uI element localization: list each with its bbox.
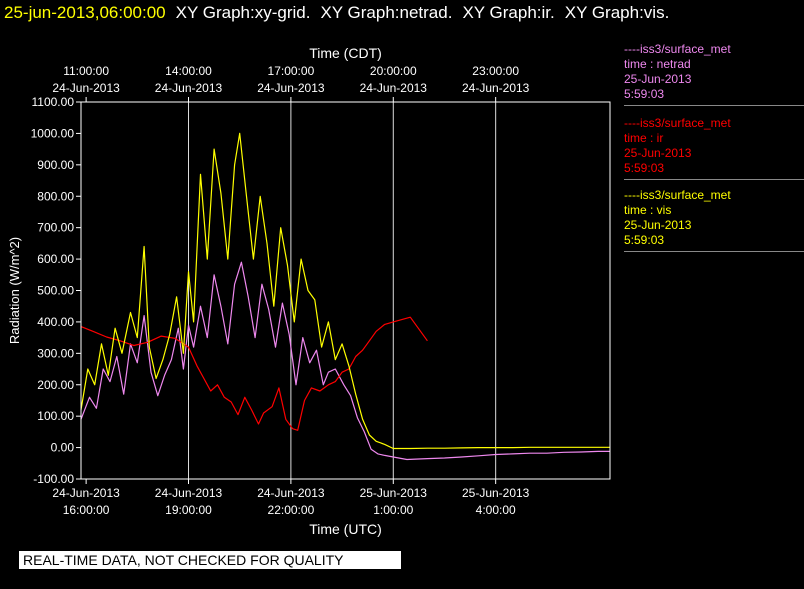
top-tick-date: 24-Jun-2013 xyxy=(462,81,530,95)
legend-variable: time : netrad xyxy=(624,57,691,71)
top-tick-date: 24-Jun-2013 xyxy=(155,81,223,95)
legend-station: ----iss3/surface_met xyxy=(624,188,731,202)
y-tick-label: 700.00 xyxy=(37,221,74,235)
legend-time: 5:59:03 xyxy=(624,233,665,247)
legend-time: 5:59:03 xyxy=(624,161,665,175)
grid-lines xyxy=(188,102,497,479)
y-tick-label: 300.00 xyxy=(37,346,74,360)
top-tick-time: 11:00:00 xyxy=(63,64,109,78)
legend-date: 25-Jun-2013 xyxy=(624,72,692,86)
header-graph-ir: XY Graph:ir. xyxy=(462,3,555,22)
header-graph-xy-grid: XY Graph:xy-grid. xyxy=(175,3,311,22)
y-tick-label: 1000.00 xyxy=(31,126,75,140)
legend-time: 5:59:03 xyxy=(624,87,665,101)
legend-station: ----iss3/surface_met xyxy=(624,116,731,130)
plot-frame xyxy=(80,101,611,480)
legend-date: 25-Jun-2013 xyxy=(624,218,692,232)
axes: -100.00 0.00 100.00 200.00 300.00 400.00 500.0… xyxy=(31,64,530,517)
y-tick-label: -100.00 xyxy=(33,472,74,486)
y-tick-label: 200.00 xyxy=(37,378,74,392)
y-tick-label: 500.00 xyxy=(37,284,74,298)
series-ir-line xyxy=(80,316,428,431)
x-axis-label: Time (UTC) xyxy=(309,521,382,537)
y-tick-label: 400.00 xyxy=(37,315,74,329)
x-tick-time: 1:00:00 xyxy=(373,503,413,517)
top-tick-date: 24-Jun-2013 xyxy=(360,81,428,95)
x-tick-date: 25-Jun-2013 xyxy=(360,486,428,500)
y-tick-label: 1100.00 xyxy=(32,95,75,109)
top-tick-time: 20:00:00 xyxy=(370,64,417,78)
top-tick-time: 17:00:00 xyxy=(268,64,315,78)
x-tick-date: 24-Jun-2013 xyxy=(52,486,120,500)
legend-entry-ir: ----iss3/surface_met time : ir 25-Jun-20… xyxy=(624,116,804,180)
y-tick-label: 900.00 xyxy=(37,158,74,172)
x-tick-date: 24-Jun-2013 xyxy=(155,486,223,500)
top-tick-time: 14:00:00 xyxy=(165,64,212,78)
legend-variable: time : ir xyxy=(624,131,664,145)
top-tick-time: 23:00:00 xyxy=(472,64,519,78)
x-tick-time: 16:00:00 xyxy=(63,503,110,517)
legend-station: ----iss3/surface_met xyxy=(624,42,731,56)
y-axis-label: Radiation (W/m^2) xyxy=(7,237,22,344)
x-tick-time: 22:00:00 xyxy=(268,503,315,517)
header-timestamp: 25-jun-2013,06:00:00 xyxy=(4,3,166,22)
quality-warning-banner: REAL-TIME DATA, NOT CHECKED FOR QUALITY xyxy=(19,551,401,569)
y-tick-label: 0.00 xyxy=(51,441,75,455)
header-graph-netrad: XY Graph:netrad. xyxy=(320,3,453,22)
series-lines xyxy=(80,132,610,461)
top-tick-date: 24-Jun-2013 xyxy=(257,81,325,95)
x-tick-time: 19:00:00 xyxy=(165,503,212,517)
y-tick-label: 600.00 xyxy=(37,252,74,266)
y-tick-label: 800.00 xyxy=(37,189,74,203)
x-tick-date: 25-Jun-2013 xyxy=(462,486,530,500)
series-netrad-line xyxy=(80,261,610,461)
header-graph-vis: XY Graph:vis. xyxy=(564,3,670,22)
x-tick-date: 24-Jun-2013 xyxy=(257,486,325,500)
page-title: 25-jun-2013,06:00:00 XY Graph:xy-grid. XY … xyxy=(4,3,669,23)
top-tick-date: 24-Jun-2013 xyxy=(52,81,120,95)
y-tick-label: 100.00 xyxy=(37,409,74,423)
legend-entry-vis: ----iss3/surface_met time : vis 25-Jun-2… xyxy=(624,188,804,252)
x-tick-time: 4:00:00 xyxy=(476,503,516,517)
legend-variable: time : vis xyxy=(624,203,672,217)
legend-entry-netrad: ----iss3/surface_met time : netrad 25-Ju… xyxy=(624,42,804,106)
legend-date: 25-Jun-2013 xyxy=(624,146,692,160)
series-vis-line xyxy=(80,132,610,450)
top-axis-label: Time (CDT) xyxy=(309,45,382,61)
